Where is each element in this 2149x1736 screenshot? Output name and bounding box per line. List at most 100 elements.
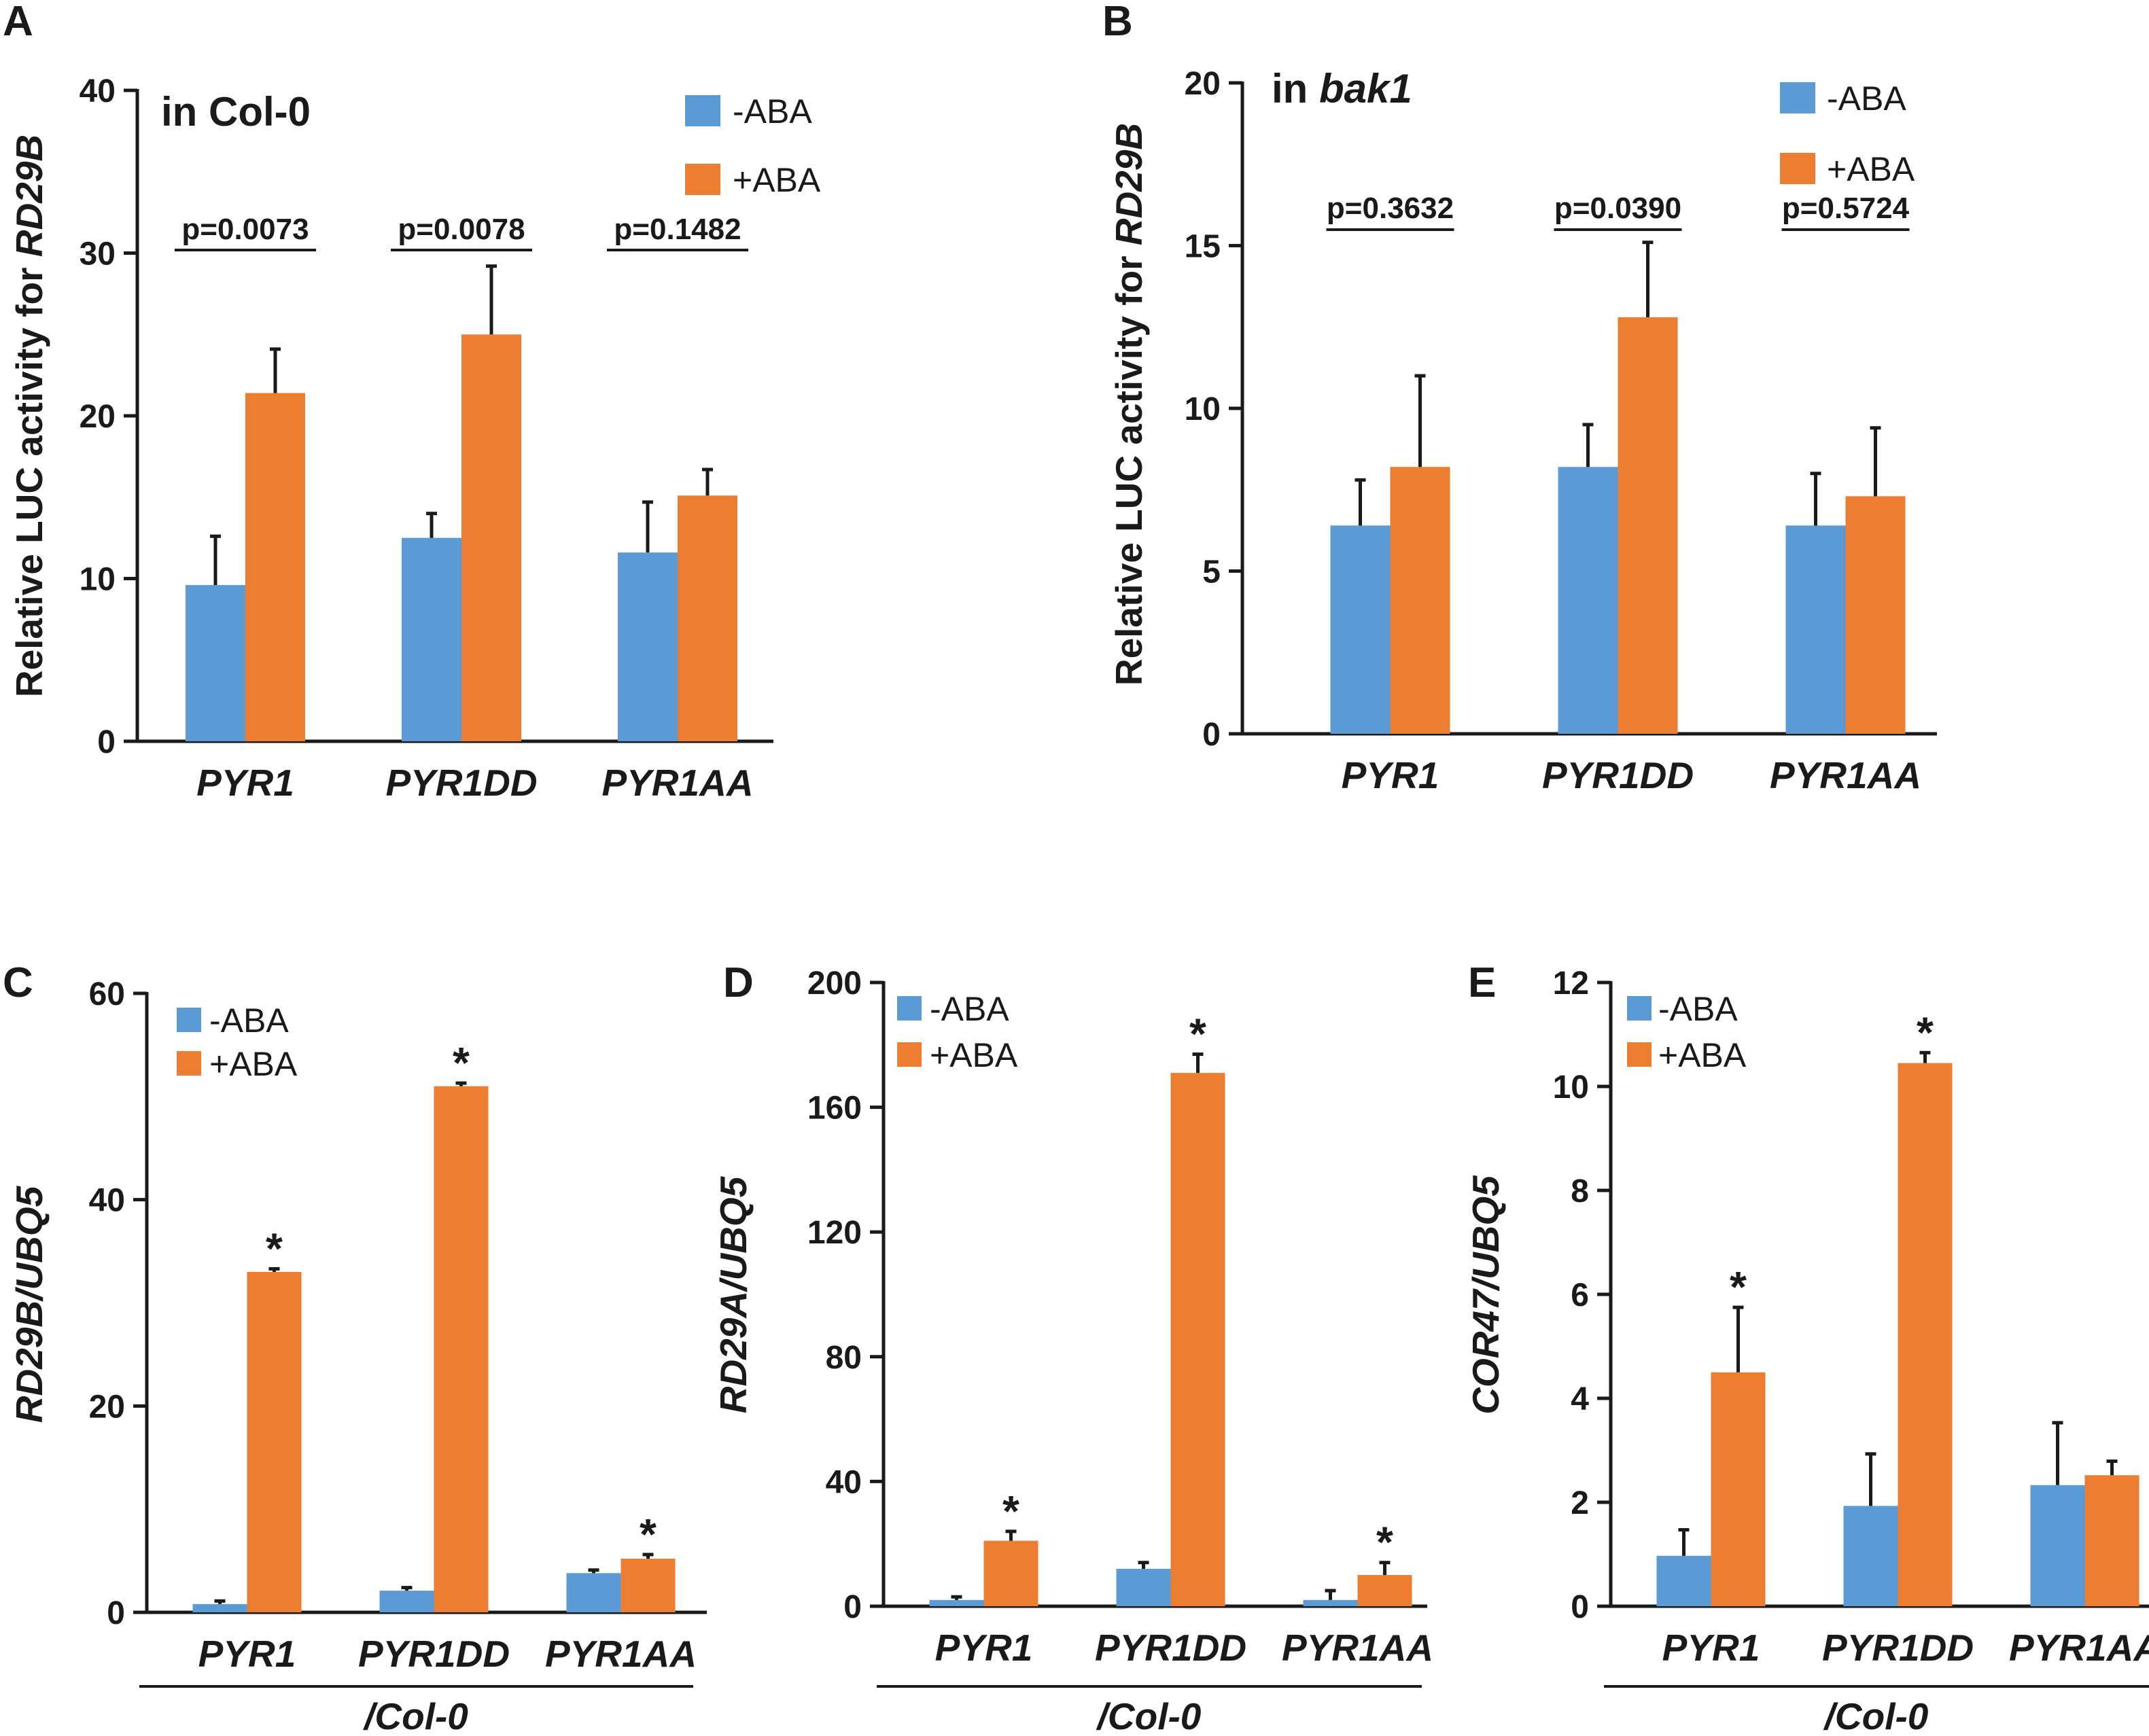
panel-a: A 0 10 20 30 40 Relative LUC activity for RD29… — [3, 0, 821, 804]
panel-title-prefix: in — [161, 89, 209, 135]
y-tick-label: 0 — [843, 1589, 862, 1625]
y-tick-label: 0 — [107, 1595, 125, 1631]
p-value-label: p=0.1482 — [614, 213, 741, 246]
legend-label-minus-aba: -ABA — [209, 1002, 289, 1040]
bar-minus-aba-pyr1aa — [618, 552, 678, 741]
legend-swatch-minus-aba — [897, 996, 922, 1021]
bar-minus-aba-pyr1dd — [1116, 1568, 1171, 1606]
y-tick-label: 160 — [807, 1091, 862, 1127]
legend-swatch-minus-aba — [177, 1008, 201, 1032]
panel-letter: D — [723, 959, 754, 1006]
bar-minus-aba-pyr1aa — [1303, 1599, 1358, 1606]
bar-plus-aba-pyr1dd — [1618, 317, 1678, 734]
legend-swatch-plus-aba — [1627, 1042, 1652, 1067]
y-tick-label: 40 — [80, 73, 116, 109]
significance-star: * — [266, 1224, 283, 1273]
bar-plus-aba-pyr1aa — [621, 1559, 676, 1612]
p-value-label: p=0.3632 — [1327, 192, 1454, 225]
x-category-label: PYR1AA — [601, 762, 753, 804]
bar-plus-aba-pyr1aa — [1845, 496, 1906, 734]
legend-swatch-minus-aba — [685, 95, 720, 126]
x-category-label: PYR1DD — [1095, 1627, 1246, 1669]
panel-title: in bak1 — [1272, 66, 1412, 111]
y-axis-label-gene: RD29B/UBQ5 — [8, 1185, 50, 1423]
bar-minus-aba-pyr1dd — [402, 537, 461, 741]
x-category-label: PYR1AA — [1770, 754, 1921, 796]
bar-plus-aba-pyr1 — [1711, 1372, 1766, 1606]
bar-minus-aba-pyr1 — [929, 1599, 984, 1606]
panel-letter: E — [1468, 959, 1496, 1006]
y-tick-label: 10 — [1185, 391, 1221, 427]
panel-e: E 0 2 4 6 8 10 12 COR47/UBQ5 -ABA +ABA * PYR1 * PYR1DD… — [1465, 959, 2149, 1736]
y-tick-label: 60 — [89, 976, 125, 1012]
bar-plus-aba-pyr1 — [983, 1540, 1038, 1606]
bar-minus-aba-pyr1 — [186, 585, 245, 741]
y-axis-label-gene: RD29B — [8, 135, 50, 257]
y-tick-label: 5 — [1202, 554, 1221, 590]
y-axis-label: RD29B/UBQ5 — [8, 1185, 50, 1423]
legend-label-plus-aba: +ABA — [930, 1036, 1018, 1074]
x-category-label: PYR1 — [1662, 1627, 1760, 1669]
y-tick-label: 4 — [1571, 1381, 1589, 1417]
bar-minus-aba-pyr1dd — [1558, 467, 1618, 734]
panel-b: B 0 5 10 15 20 Relative LUC activity for RD29B… — [1102, 0, 1937, 796]
legend-swatch-plus-aba — [685, 164, 720, 195]
y-axis-label-gene: RD29A/UBQ5 — [712, 1175, 754, 1413]
legend-swatch-minus-aba — [1627, 996, 1652, 1021]
bar-minus-aba-pyr1aa — [2030, 1485, 2085, 1606]
y-axis-label: RD29A/UBQ5 — [712, 1175, 754, 1413]
y-tick-label: 80 — [826, 1340, 862, 1376]
significance-star: * — [1917, 1008, 1934, 1057]
x-category-label: PYR1AA — [545, 1633, 697, 1675]
significance-star: * — [640, 1510, 657, 1559]
x-category-label: PYR1 — [1342, 754, 1439, 796]
x-category-label: PYR1DD — [1822, 1627, 1974, 1669]
y-tick-label: 8 — [1571, 1173, 1589, 1209]
y-tick-label: 20 — [80, 399, 116, 435]
y-tick-label: 0 — [1571, 1589, 1589, 1625]
y-axis-label-gene: RD29B — [1108, 123, 1150, 245]
panel-letter: A — [3, 0, 33, 45]
legend-label-minus-aba: -ABA — [1827, 79, 1906, 118]
legend-label-plus-aba: +ABA — [1827, 150, 1915, 188]
y-tick-label: 12 — [1553, 966, 1589, 1002]
y-tick-label: 10 — [80, 562, 116, 598]
legend-label-plus-aba: +ABA — [733, 161, 821, 199]
group-label: /Col-0 — [1823, 1695, 1929, 1736]
panel-title-main: Col-0 — [209, 89, 311, 135]
bar-plus-aba-pyr1dd — [1170, 1073, 1225, 1606]
significance-star: * — [1730, 1262, 1747, 1311]
panel-title-main: bak1 — [1319, 66, 1412, 111]
legend-swatch-plus-aba — [897, 1042, 922, 1067]
p-value-label: p=0.5724 — [1782, 192, 1910, 225]
y-tick-label: 30 — [80, 236, 116, 272]
y-axis-label: Relative LUC activity for RD29B — [8, 135, 50, 697]
x-category-label: PYR1 — [935, 1627, 1033, 1669]
bar-plus-aba-pyr1dd — [1898, 1063, 1953, 1606]
bar-plus-aba-pyr1dd — [434, 1086, 489, 1612]
panel-d: D 0 40 80 120 160 200 RD29A/UBQ5 -ABA +ABA * PYR1 * P… — [712, 959, 1433, 1736]
legend-swatch-minus-aba — [1780, 82, 1815, 113]
group-label: /Col-0 — [362, 1695, 468, 1736]
legend-label-minus-aba: -ABA — [1658, 990, 1738, 1028]
y-axis-label-prefix: Relative LUC activity for — [1108, 245, 1150, 686]
panel-c: C 0 20 40 60 RD29B/UBQ5 -ABA +ABA * PYR1 * PYR1DD * P… — [3, 959, 707, 1736]
y-tick-label: 6 — [1571, 1277, 1589, 1313]
group-label: /Col-0 — [1096, 1695, 1202, 1736]
significance-star: * — [1189, 1010, 1206, 1059]
y-tick-label: 0 — [1202, 717, 1221, 753]
panel-title-prefix: in — [1272, 66, 1319, 111]
x-category-label: PYR1DD — [1542, 754, 1694, 796]
bar-minus-aba-pyr1 — [1330, 525, 1391, 734]
bar-minus-aba-pyr1 — [192, 1604, 247, 1612]
bar-minus-aba-pyr1aa — [1785, 525, 1846, 734]
y-axis-label: COR47/UBQ5 — [1465, 1175, 1507, 1415]
bar-plus-aba-pyr1 — [247, 1271, 302, 1612]
y-tick-label: 40 — [89, 1183, 125, 1219]
bar-minus-aba-pyr1 — [1656, 1555, 1711, 1606]
y-tick-label: 120 — [807, 1215, 862, 1251]
bar-plus-aba-pyr1 — [1390, 467, 1450, 734]
p-value-label: p=0.0078 — [398, 213, 525, 246]
legend-label-plus-aba: +ABA — [209, 1045, 298, 1083]
